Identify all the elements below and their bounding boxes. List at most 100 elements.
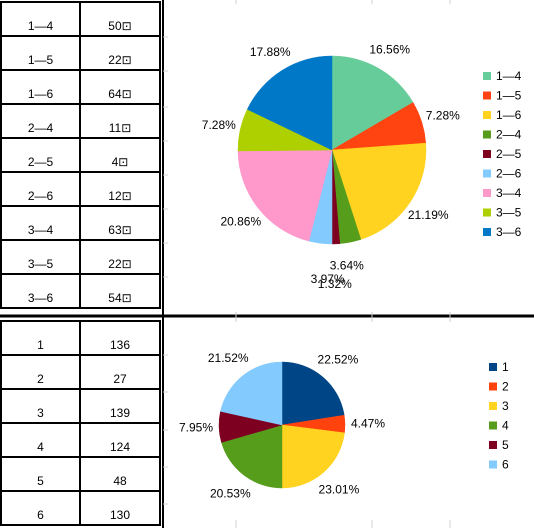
cell-label-text: 4: [37, 440, 44, 454]
legend-swatch: [489, 421, 497, 430]
cell-label-text: 1—5: [27, 53, 54, 67]
table-row: 2 27: [0, 354, 161, 390]
legend-label: 1: [502, 360, 509, 374]
legend-swatch: [483, 72, 491, 80]
pie-slice[interactable]: [220, 361, 283, 426]
legend-label: 1—4: [496, 69, 522, 83]
cell-label-text: 2: [37, 372, 44, 386]
data-label: 17.88%: [250, 45, 291, 59]
cell-label[interactable]: 1—4: [0, 1, 81, 37]
table-row: 2—5 4⊡: [0, 137, 161, 173]
legend-label: 3—5: [496, 206, 522, 220]
table-row: 3—5 22⊡: [0, 239, 161, 275]
cell-value-text: 11⊡: [108, 121, 132, 135]
data-label: 16.56%: [369, 42, 410, 56]
cell-label[interactable]: 1—6: [0, 69, 81, 105]
cell-value[interactable]: 22⊡: [79, 239, 161, 275]
data-label: 7.28%: [426, 109, 460, 123]
cell-label[interactable]: 2—6: [0, 171, 81, 207]
legend-swatch: [483, 208, 491, 217]
cell-value-text: 12⊡: [108, 189, 132, 203]
cell-value[interactable]: 50⊡: [79, 1, 161, 37]
cell-value-text: 48: [113, 474, 127, 488]
data-label: 20.53%: [210, 487, 251, 501]
pie-slice[interactable]: [331, 55, 414, 151]
legend-label: 4: [502, 419, 509, 433]
cell-label[interactable]: 4: [0, 422, 81, 458]
data-label: 7.28%: [202, 118, 236, 132]
cell-label[interactable]: 3—5: [0, 239, 81, 275]
table-row: 3—6 54⊡: [0, 273, 161, 309]
table-row: 3 139: [0, 388, 161, 424]
table-row: 1 136: [0, 320, 161, 356]
cell-value[interactable]: 54⊡: [79, 273, 161, 309]
cell-value-text: 22⊡: [108, 257, 132, 271]
cell-value[interactable]: 64⊡: [79, 69, 161, 105]
cell-value-text: 4⊡: [111, 155, 129, 169]
data-label: 20.86%: [220, 215, 261, 229]
cell-label[interactable]: 1: [0, 320, 81, 356]
cell-label-text: 5: [37, 474, 44, 488]
legend-label: 6: [502, 458, 509, 472]
table-row: 1—6 64⊡: [0, 69, 161, 105]
cell-label[interactable]: 6: [0, 490, 81, 526]
data-label: 3.64%: [330, 259, 364, 273]
cell-label[interactable]: 3—6: [0, 273, 81, 309]
cell-value[interactable]: 139: [79, 388, 161, 424]
cell-value[interactable]: 4⊡: [79, 137, 161, 173]
cell-value-text: 50⊡: [108, 19, 132, 33]
cell-value[interactable]: 63⊡: [79, 205, 161, 241]
legend-swatch: [489, 382, 497, 391]
data-table-top: 1—4 50⊡ 1—5 22⊡ 1—6 64⊡ 2—4 11⊡ 2—5 4⊡ 2—6 12⊡ 3—4 63…: [0, 1, 161, 309]
legend-label: 3—4: [496, 186, 522, 200]
cell-value[interactable]: 124: [79, 422, 161, 458]
table-row: 2—4 11⊡: [0, 103, 161, 139]
cell-value[interactable]: 136: [79, 320, 161, 356]
table-row: 2—6 12⊡: [0, 171, 161, 207]
cell-label-text: 2—6: [27, 189, 54, 203]
legend-label: 2: [502, 380, 509, 394]
legend-swatch: [483, 130, 491, 139]
cell-label[interactable]: 3: [0, 388, 81, 424]
cell-label[interactable]: 2—4: [0, 103, 81, 139]
pie-slice[interactable]: [281, 361, 345, 426]
cell-value[interactable]: 27: [79, 354, 161, 390]
legend-label: 3—6: [496, 225, 522, 239]
cell-value[interactable]: 48: [79, 456, 161, 492]
cell-label[interactable]: 5: [0, 456, 81, 492]
table-row: 3—4 63⊡: [0, 205, 161, 241]
cell-label-text: 3—6: [27, 291, 54, 305]
pie-slice[interactable]: [237, 149, 333, 242]
cell-value[interactable]: 130: [79, 490, 161, 526]
pie-slice[interactable]: [331, 142, 427, 240]
cell-value-text: 139: [109, 406, 131, 420]
pie-slice[interactable]: [281, 424, 345, 489]
data-label: 7.95%: [179, 421, 213, 435]
cell-label[interactable]: 3—4: [0, 205, 81, 241]
cell-value[interactable]: 12⊡: [79, 171, 161, 207]
legend-swatch: [483, 150, 491, 158]
cell-value-text: 130: [109, 508, 131, 522]
cell-label[interactable]: 2: [0, 354, 81, 390]
cell-value[interactable]: 11⊡: [79, 103, 161, 139]
cell-label-text: 1—6: [27, 87, 54, 101]
cell-label[interactable]: 2—5: [0, 137, 81, 173]
pie-slice[interactable]: [221, 424, 283, 489]
legend-label: 2—4: [496, 128, 522, 142]
data-label: 3.97%: [311, 272, 345, 286]
cell-label-text: 3: [37, 406, 44, 420]
cell-label[interactable]: 1—5: [0, 35, 81, 71]
legend-swatch: [489, 460, 497, 469]
table-row: 4 124: [0, 422, 161, 458]
table-row: 5 48: [0, 456, 161, 492]
legend-label: 2—6: [496, 167, 522, 181]
data-label: 4.47%: [351, 417, 385, 431]
cell-label-text: 3—4: [27, 223, 54, 237]
pie-slice[interactable]: [246, 55, 333, 151]
cell-value[interactable]: 22⊡: [79, 35, 161, 71]
cell-label-text: 2—5: [27, 155, 54, 169]
cell-label-text: 1—4: [27, 19, 54, 33]
